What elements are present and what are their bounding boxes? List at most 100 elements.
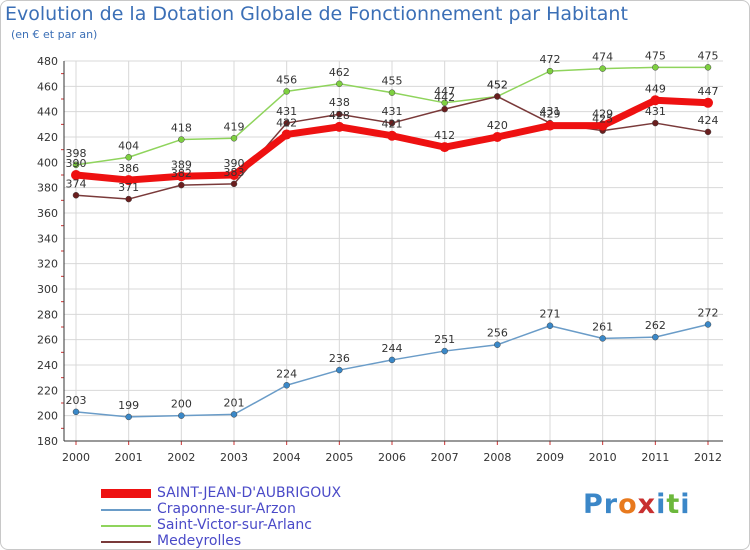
data-point xyxy=(652,333,659,341)
data-label: 386 xyxy=(118,162,139,175)
y-tick-label: 440 xyxy=(37,106,58,119)
data-label: 382 xyxy=(171,167,192,180)
data-point xyxy=(283,88,290,95)
data-point xyxy=(704,321,712,328)
x-tick-label: 2011 xyxy=(641,451,669,464)
data-label: 474 xyxy=(592,51,613,64)
x-tick-label: 2004 xyxy=(273,451,301,464)
x-tick-label: 2009 xyxy=(536,451,564,464)
legend-swatch-saint-victor xyxy=(101,525,151,527)
legend-label-medeyrolles: Medeyrolles xyxy=(157,533,242,549)
data-label: 431 xyxy=(382,105,403,118)
x-tick-label: 2010 xyxy=(589,451,617,464)
data-point xyxy=(334,121,345,132)
data-point xyxy=(652,119,659,127)
chart-subtitle: (en € et par an) xyxy=(11,28,98,41)
data-point xyxy=(388,356,396,364)
x-tick-label: 2005 xyxy=(325,451,353,464)
data-point xyxy=(125,154,132,161)
data-point xyxy=(494,341,501,348)
data-point xyxy=(704,64,712,71)
data-label: 475 xyxy=(698,49,719,62)
data-label: 431 xyxy=(540,105,561,118)
data-point xyxy=(599,335,606,342)
data-label: 412 xyxy=(434,129,455,142)
data-label: 462 xyxy=(329,66,350,79)
data-label: 418 xyxy=(171,122,192,135)
data-point xyxy=(283,382,290,389)
data-label: 428 xyxy=(329,109,350,122)
data-point xyxy=(388,89,396,96)
data-point xyxy=(597,120,608,131)
y-tick-label: 360 xyxy=(37,207,58,220)
data-label: 429 xyxy=(540,108,561,121)
data-point xyxy=(125,413,132,421)
data-label: 261 xyxy=(592,320,613,333)
data-point xyxy=(72,161,80,169)
data-label: 442 xyxy=(434,91,455,104)
y-tick-label: 340 xyxy=(37,232,58,245)
data-label: 404 xyxy=(118,139,139,152)
y-tick-label: 480 xyxy=(37,55,58,68)
logo-letter: Pr xyxy=(583,489,619,520)
data-label: 472 xyxy=(540,53,561,66)
data-point xyxy=(125,195,132,203)
legend-swatch-saint-jean xyxy=(101,489,151,498)
data-point xyxy=(123,175,134,186)
data-point xyxy=(439,142,450,153)
y-tick-label: 420 xyxy=(37,131,58,144)
data-label: 251 xyxy=(434,333,455,346)
data-point xyxy=(178,181,185,189)
data-label: 389 xyxy=(171,158,192,171)
y-tick-label: 300 xyxy=(37,283,58,296)
data-point xyxy=(494,93,501,100)
data-point xyxy=(441,99,448,107)
data-point xyxy=(387,130,397,141)
data-label: 398 xyxy=(66,147,87,160)
data-label: 420 xyxy=(487,119,508,132)
data-label: 374 xyxy=(66,177,87,190)
data-point xyxy=(229,170,239,180)
data-label: 256 xyxy=(487,327,508,340)
data-label: 199 xyxy=(118,399,139,412)
y-tick-label: 460 xyxy=(37,80,58,93)
data-label: 431 xyxy=(276,105,297,118)
data-point xyxy=(441,105,448,113)
x-tick-label: 2007 xyxy=(431,451,459,464)
data-label: 455 xyxy=(382,75,403,88)
legend-swatch-medeyrolles xyxy=(101,541,151,543)
data-point xyxy=(703,97,713,108)
logo-letter: i xyxy=(656,489,667,520)
data-label: 456 xyxy=(276,73,297,86)
data-point xyxy=(545,120,555,131)
legend-label-craponne: Craponne-sur-Arzon xyxy=(157,501,296,517)
y-tick-label: 400 xyxy=(37,156,58,169)
x-tick-label: 2000 xyxy=(62,451,90,464)
y-tick-label: 240 xyxy=(37,359,58,372)
data-point xyxy=(599,65,606,72)
x-tick-label: 2006 xyxy=(378,451,406,464)
data-point xyxy=(546,322,554,329)
x-tick-label: 2001 xyxy=(115,451,143,464)
data-label: 244 xyxy=(382,342,403,355)
data-label: 203 xyxy=(66,394,87,407)
data-point xyxy=(178,412,185,419)
data-label: 390 xyxy=(224,157,245,170)
logo-letter: o xyxy=(618,489,638,520)
data-point xyxy=(492,132,503,142)
chart-title: Evolution de la Dotation Globale de Fonc… xyxy=(5,3,628,25)
data-point xyxy=(441,347,448,355)
y-tick-label: 260 xyxy=(37,334,58,347)
data-point xyxy=(546,67,554,75)
legend-label-saint-victor: Saint-Victor-sur-Arlanc xyxy=(157,517,312,533)
x-tick-label: 2008 xyxy=(483,451,511,464)
data-point xyxy=(230,180,238,188)
data-label: 272 xyxy=(698,306,719,319)
data-label: 438 xyxy=(329,96,350,109)
data-label: 431 xyxy=(645,105,666,118)
data-label: 419 xyxy=(224,120,245,133)
data-label: 383 xyxy=(224,166,245,179)
data-point xyxy=(652,64,659,71)
data-point xyxy=(704,128,712,136)
